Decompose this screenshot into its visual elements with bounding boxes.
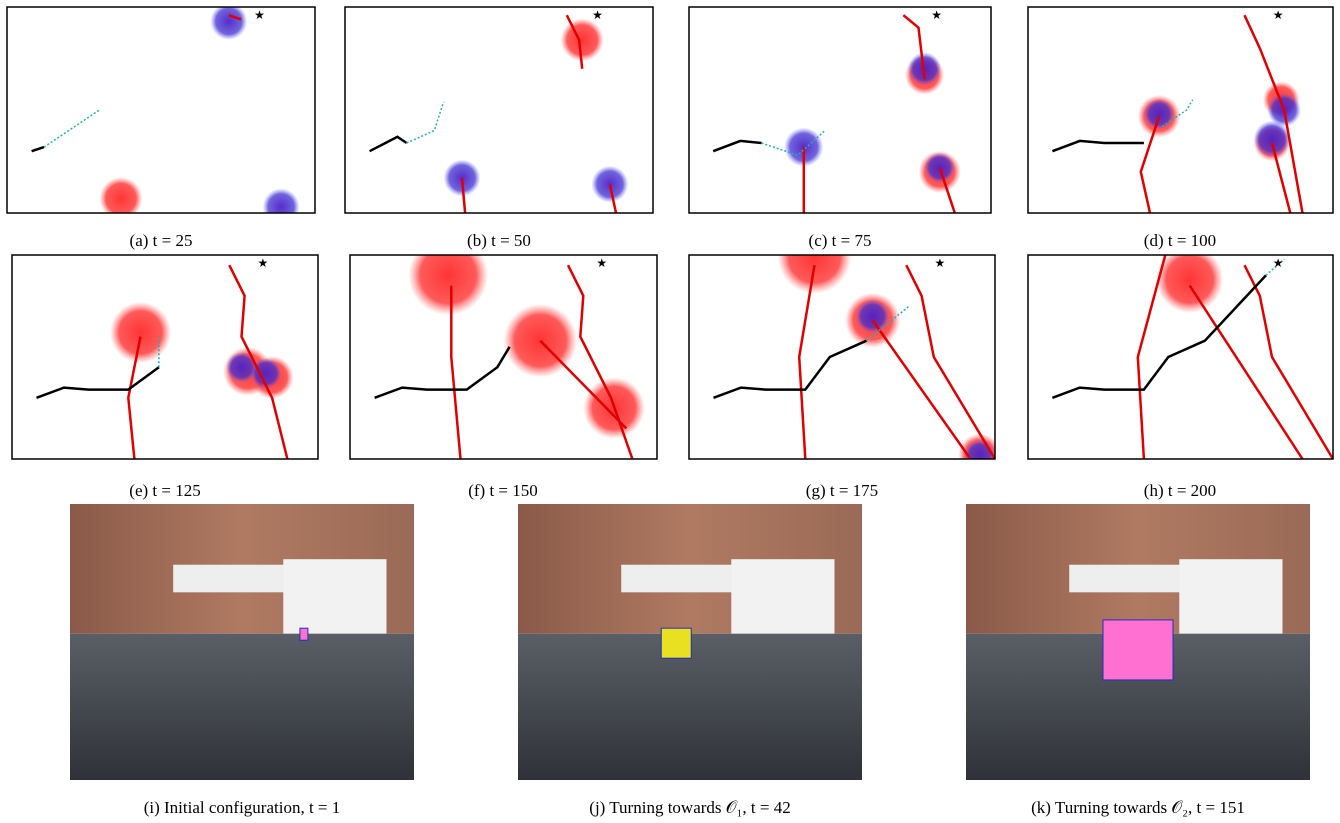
obstacle-blue bbox=[591, 166, 628, 203]
caption: (i) Initial configuration, t = 1 bbox=[144, 798, 341, 817]
obstacle-red bbox=[561, 18, 604, 61]
goal-star: ★ bbox=[258, 256, 269, 270]
sim-content: ★ bbox=[12, 255, 318, 459]
banner bbox=[621, 565, 741, 593]
obstacle-blue bbox=[210, 3, 247, 40]
robot bbox=[300, 628, 308, 640]
caption: (e) t = 125 bbox=[129, 481, 200, 500]
goal-star: ★ bbox=[931, 8, 942, 22]
goal-star: ★ bbox=[1273, 8, 1284, 22]
caption: (f) t = 150 bbox=[468, 481, 538, 500]
caption: (c) t = 75 bbox=[809, 231, 872, 250]
obstacle-red bbox=[110, 302, 171, 363]
caption: (g) t = 175 bbox=[806, 481, 878, 500]
sim-content: ★ bbox=[350, 235, 657, 459]
obstacle-blue bbox=[1144, 99, 1175, 129]
caption: (d) t = 100 bbox=[1144, 231, 1216, 250]
figure: (a) t = 25 (b) t = 50 (c) t = 75 (d) t =… bbox=[0, 0, 1340, 823]
goal-star: ★ bbox=[254, 8, 265, 22]
floor bbox=[70, 634, 414, 780]
partition bbox=[731, 559, 834, 634]
robot bbox=[1103, 620, 1173, 680]
partition bbox=[283, 559, 386, 634]
sim-panel: ★ bbox=[1028, 246, 1333, 459]
caption: (k) Turning towards 𝒪₂, t = 151 bbox=[1031, 798, 1245, 817]
sim-content: ★ bbox=[345, 7, 653, 213]
caption: (b) t = 50 bbox=[467, 231, 531, 250]
sim-panel: ★ bbox=[689, 7, 991, 213]
sim-content: ★ bbox=[689, 7, 991, 213]
photo bbox=[70, 504, 414, 780]
photo bbox=[518, 504, 862, 780]
obstacle-blue bbox=[925, 153, 955, 183]
goal-star: ★ bbox=[592, 8, 603, 22]
partition bbox=[1179, 559, 1282, 634]
robot bbox=[661, 628, 691, 658]
sim-panel: ★ bbox=[350, 235, 657, 459]
caption: (h) t = 200 bbox=[1144, 481, 1216, 500]
sim-panel: ★ bbox=[345, 7, 653, 213]
obstacle-blue bbox=[1254, 121, 1291, 158]
caption: (a) t = 25 bbox=[130, 231, 193, 250]
sim-content: ★ bbox=[1028, 7, 1333, 213]
sim-panel: ★ bbox=[12, 255, 318, 459]
sim-panel: ★ bbox=[689, 220, 1001, 476]
background bbox=[7, 7, 315, 213]
sim-content: ★ bbox=[689, 220, 1001, 476]
goal-star: ★ bbox=[935, 256, 946, 270]
banner bbox=[1069, 565, 1189, 593]
banner bbox=[173, 565, 293, 593]
caption: (j) Turning towards 𝒪₁, t = 42 bbox=[589, 798, 790, 817]
sim-panel: ★ bbox=[7, 3, 315, 225]
sim-content: ★ bbox=[7, 3, 315, 225]
obstacle-blue bbox=[856, 299, 890, 333]
goal-star: ★ bbox=[1273, 256, 1284, 270]
photo bbox=[966, 504, 1310, 780]
sim-content: ★ bbox=[1028, 246, 1333, 459]
obstacle-blue bbox=[263, 188, 300, 225]
sim-panel: ★ bbox=[1028, 7, 1333, 213]
goal-star: ★ bbox=[596, 256, 607, 270]
